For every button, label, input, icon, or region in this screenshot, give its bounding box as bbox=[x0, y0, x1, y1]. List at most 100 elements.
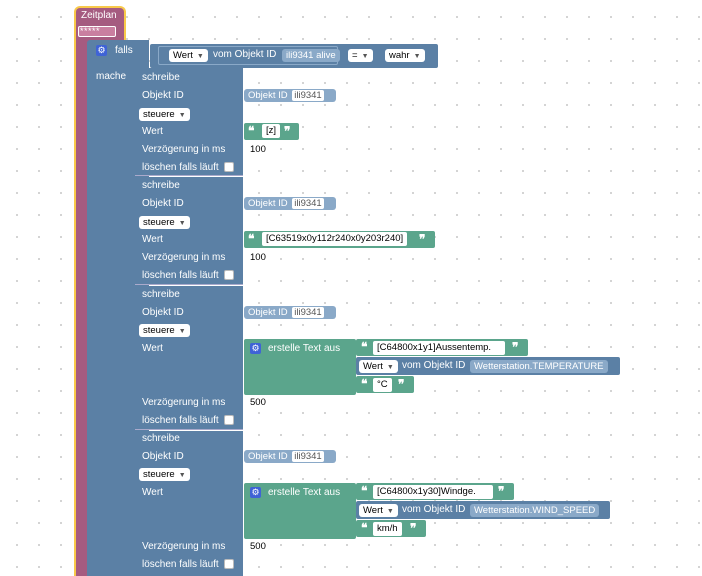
objekt-id-field[interactable]: Objekt ID ili9341 bbox=[244, 450, 336, 463]
vom-objekt-id-label: vom Objekt ID bbox=[213, 49, 277, 60]
objekt-id-placeholder: Objekt ID bbox=[248, 90, 288, 101]
chevron-down-icon: ▼ bbox=[413, 53, 421, 60]
chevron-down-icon: ▼ bbox=[178, 220, 186, 227]
write-block-1[interactable] bbox=[135, 68, 243, 176]
objekt-id-value: ili9341 bbox=[292, 198, 324, 209]
chevron-down-icon: ▼ bbox=[178, 472, 186, 479]
chevron-down-icon: ▼ bbox=[386, 508, 394, 515]
delay-label: Verzögerung in ms bbox=[142, 397, 226, 408]
zeitplan-label: Zeitplan bbox=[81, 10, 117, 21]
quote-open-icon: ❝ bbox=[361, 521, 368, 535]
write-block-2[interactable] bbox=[135, 177, 243, 285]
text-prefix[interactable]: [C64800x1y1]Aussentemp. bbox=[373, 341, 505, 355]
text-value[interactable]: [C63519x0y112r240x0y203r240] bbox=[262, 232, 408, 246]
schreibe-label: schreibe bbox=[142, 289, 180, 300]
delay-input[interactable]: 500 bbox=[246, 396, 270, 410]
gear-icon[interactable]: ⚙ bbox=[250, 487, 261, 498]
create-text-label: erstelle Text aus bbox=[268, 343, 341, 354]
steuere-dropdown[interactable]: steuere ▼ bbox=[139, 324, 190, 337]
text-value[interactable]: [z] bbox=[262, 124, 281, 138]
condition-object-field[interactable]: ili9341 alive bbox=[282, 49, 340, 62]
schreibe-label: schreibe bbox=[142, 180, 180, 191]
clear-label: löschen falls läuft bbox=[142, 162, 219, 173]
write-block-3[interactable] bbox=[135, 286, 243, 430]
state-id-field[interactable]: Wetterstation.TEMPERATURE bbox=[470, 360, 608, 373]
clear-label: löschen falls läuft bbox=[142, 270, 219, 281]
chevron-down-icon: ▼ bbox=[361, 53, 369, 60]
create-text-block[interactable] bbox=[244, 339, 356, 395]
suffix-value[interactable]: km/h bbox=[373, 522, 402, 536]
clear-label: löschen falls läuft bbox=[142, 415, 219, 426]
quote-close-icon: ❞ bbox=[498, 484, 505, 498]
quote-open-icon: ❝ bbox=[361, 377, 368, 391]
wert-dropdown[interactable]: Wert ▼ bbox=[359, 360, 398, 373]
quote-open-icon: ❝ bbox=[361, 340, 368, 354]
steuere-label: steuere bbox=[143, 325, 175, 336]
condition-attr: Wert bbox=[173, 50, 193, 61]
wert-label: Wert bbox=[142, 126, 163, 137]
objekt-id-value: ili9341 bbox=[292, 451, 324, 462]
objekt-id-field[interactable]: Objekt ID ili9341 bbox=[244, 89, 336, 102]
quote-close-icon: ❞ bbox=[284, 124, 291, 138]
objekt-id-placeholder: Objekt ID bbox=[248, 198, 288, 209]
vom-objekt-id-label: vom Objekt ID bbox=[402, 504, 466, 515]
vom-objekt-id-label: vom Objekt ID bbox=[402, 360, 466, 371]
falls-label: falls bbox=[115, 45, 133, 56]
objekt-id-label: Objekt ID bbox=[142, 307, 184, 318]
create-text-label: erstelle Text aus bbox=[268, 487, 341, 498]
gear-icon[interactable]: ⚙ bbox=[96, 45, 107, 56]
chevron-down-icon: ▼ bbox=[386, 364, 394, 371]
cron-field[interactable] bbox=[78, 26, 116, 37]
operator: = bbox=[352, 50, 358, 61]
steuere-dropdown[interactable]: steuere ▼ bbox=[139, 216, 190, 229]
chevron-down-icon: ▼ bbox=[178, 112, 186, 119]
objekt-id-value: ili9341 bbox=[292, 90, 324, 101]
objekt-id-field[interactable]: Objekt ID ili9341 bbox=[244, 306, 336, 319]
delay-input[interactable]: 100 bbox=[246, 143, 270, 157]
wert-dd-label: Wert bbox=[363, 361, 383, 372]
delay-label: Verzögerung in ms bbox=[142, 144, 226, 155]
text-prefix[interactable]: [C64800x1y30]Windge. bbox=[373, 485, 493, 499]
objekt-id-label: Objekt ID bbox=[142, 451, 184, 462]
suffix-value[interactable]: °C bbox=[373, 378, 392, 392]
schreibe-label: schreibe bbox=[142, 72, 180, 83]
schreibe-label: schreibe bbox=[142, 433, 180, 444]
wert-dropdown[interactable]: Wert ▼ bbox=[359, 504, 398, 517]
condition-attr-dropdown[interactable]: Wert ▼ bbox=[169, 49, 208, 62]
delay-label: Verzögerung in ms bbox=[142, 541, 226, 552]
write-block-4[interactable] bbox=[135, 431, 243, 576]
objekt-id-label: Objekt ID bbox=[142, 198, 184, 209]
quote-close-icon: ❞ bbox=[398, 377, 405, 391]
clear-checkbox[interactable] bbox=[224, 270, 234, 280]
objekt-id-field[interactable]: Objekt ID ili9341 bbox=[244, 197, 336, 210]
clear-checkbox[interactable] bbox=[224, 559, 234, 569]
create-text-block[interactable] bbox=[244, 483, 356, 539]
steuere-label: steuere bbox=[143, 469, 175, 480]
value-dropdown[interactable]: wahr ▼ bbox=[385, 49, 425, 62]
clear-checkbox[interactable] bbox=[224, 415, 234, 425]
delay-label: Verzögerung in ms bbox=[142, 252, 226, 263]
condition-object: ili9341 alive bbox=[286, 50, 336, 61]
gear-icon[interactable]: ⚙ bbox=[250, 343, 261, 354]
wert-label: Wert bbox=[142, 343, 163, 354]
value: wahr bbox=[389, 50, 410, 61]
steuere-label: steuere bbox=[143, 217, 175, 228]
wert-label: Wert bbox=[142, 234, 163, 245]
objekt-id-label: Objekt ID bbox=[142, 90, 184, 101]
quote-close-icon: ❞ bbox=[410, 521, 417, 535]
steuere-dropdown[interactable]: steuere ▼ bbox=[139, 468, 190, 481]
delay-input[interactable]: 500 bbox=[246, 540, 270, 554]
delay-input[interactable]: 100 bbox=[246, 251, 270, 265]
steuere-dropdown[interactable]: steuere ▼ bbox=[139, 108, 190, 121]
objekt-id-value: ili9341 bbox=[292, 307, 324, 318]
objekt-id-placeholder: Objekt ID bbox=[248, 451, 288, 462]
chevron-down-icon: ▼ bbox=[178, 328, 186, 335]
wert-label: Wert bbox=[142, 487, 163, 498]
wert-dd-label: Wert bbox=[363, 505, 383, 516]
operator-dropdown[interactable]: = ▼ bbox=[348, 49, 373, 62]
steuere-label: steuere bbox=[143, 109, 175, 120]
clear-checkbox[interactable] bbox=[224, 162, 234, 172]
cron-value: * * * * * bbox=[80, 26, 99, 36]
state-id-field[interactable]: Wetterstation.WIND_SPEED bbox=[470, 504, 600, 517]
objekt-id-placeholder: Objekt ID bbox=[248, 307, 288, 318]
